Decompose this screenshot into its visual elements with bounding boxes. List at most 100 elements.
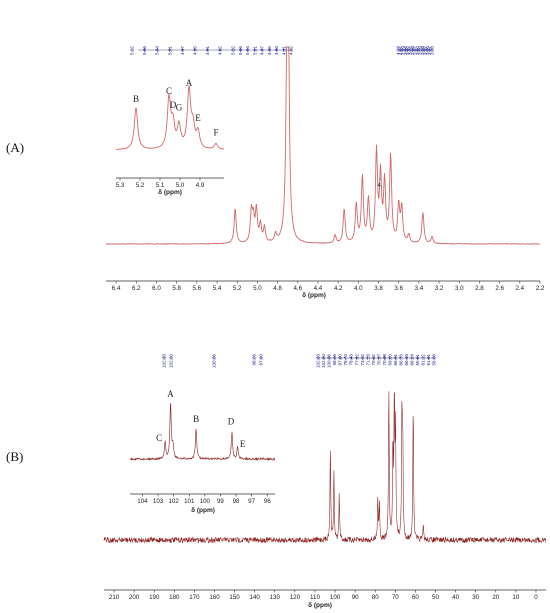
c13-peak-label: 66.43 xyxy=(404,354,409,366)
h1-tick-label: 3.4 xyxy=(415,285,424,292)
h1-peak-label: 4.01 xyxy=(398,46,403,55)
c13-inset-peak-letter: B xyxy=(193,414,199,424)
h1-inset-x-axis-label: δ (ppm) xyxy=(158,189,182,196)
c13-tick-label: 20 xyxy=(492,594,499,601)
h1-peak-label: 3.60 xyxy=(415,46,420,55)
h1-peak-label: 3.68 xyxy=(410,46,415,55)
c13-peak-label: 56.08 xyxy=(432,354,437,366)
c13-tick-label: 30 xyxy=(472,594,479,601)
h1-tick-label: 4.2 xyxy=(334,285,343,292)
h1-x-axis: 6.4 6.2 6.0 5.8 5.6 5.4 5.2 5.0 4.8 4.6 4.4 4.2 4.0 3… xyxy=(106,280,545,292)
h1-peak-label: 3.99 xyxy=(400,46,405,55)
c13-tick-label: 90 xyxy=(352,594,359,601)
h1-peak-label: 3.27 xyxy=(427,46,432,55)
c13-peak-label: 97.90 xyxy=(259,354,264,366)
h1-tick-label: 5.0 xyxy=(253,285,262,292)
h1-peak-label: 5.06 xyxy=(238,46,243,55)
c13-tick-label: 10 xyxy=(512,594,519,601)
h1-peak-label: 3.94 xyxy=(403,46,408,55)
h1-peak-label: 4.97 xyxy=(260,46,265,55)
h1-peak-label: 3.59 xyxy=(417,46,422,55)
c13-tick-label: 130 xyxy=(270,594,281,601)
h1-peak-label: 4.82 xyxy=(218,46,223,55)
h1-peak-label: 3.72 xyxy=(408,46,413,55)
h1-tick-label: 4.4 xyxy=(314,285,323,292)
h1-peak-label: 4.93 xyxy=(274,46,279,55)
h1-peak-label: 3.58 xyxy=(420,46,425,55)
h1-peak-label: 3.28 xyxy=(430,46,435,55)
h1-spectrum xyxy=(105,46,541,245)
h1-peak-labels: 5.22 5.06 5.04 5.01 4.97 4.95 4.91 4.82 5.22 5.06… xyxy=(130,46,435,55)
c13-tick-label: 210 xyxy=(109,594,120,601)
c13-tick-label: 70 xyxy=(392,594,399,601)
c13-inset-tick-label: 102 xyxy=(168,498,179,505)
c13-inset-spectrum: A B C D E xyxy=(129,389,276,462)
c13-peak-label: 102.33 xyxy=(316,354,321,368)
c13-tick-label: 60 xyxy=(412,594,419,601)
c13-peak-label: 61.01 xyxy=(426,354,431,366)
h1-inset-peak-letter: G xyxy=(176,102,183,112)
c13-inset-tick-label: 100 xyxy=(200,498,211,505)
h1-tick-label: 4.8 xyxy=(273,285,282,292)
c13-inset-peak-letter: D xyxy=(228,417,235,427)
h1-inset-peak-letter: E xyxy=(195,113,201,123)
c13-tick-label: 160 xyxy=(209,594,220,601)
h1-peak-label: 3.82 xyxy=(405,46,410,55)
c13-peak-label: 78.43 xyxy=(349,354,354,366)
c13-peak-label: 102.20 xyxy=(321,354,326,368)
h1-tick-label: 2.4 xyxy=(516,285,525,292)
c13-tick-label: 200 xyxy=(129,594,140,601)
h1-peak-label: 5.01 xyxy=(167,46,172,55)
h1-inset-peak-letter: D xyxy=(170,100,177,110)
c13-x-axis-label: δ (ppm) xyxy=(308,602,332,609)
h1-tick-label: 6.0 xyxy=(152,285,161,292)
h1-inset-tick-label: 4.9 xyxy=(196,182,205,189)
h1-inset-spectrum: A B CD G E F xyxy=(116,78,225,150)
c13-peak-labels: 102.33 102.20 100.56 98.26 97.90 102.33 102.20… xyxy=(162,354,437,369)
c13-inset-peak-letter: C xyxy=(156,433,162,443)
c13-spectrum-trace xyxy=(103,391,546,544)
h1-inset-x-axis: 5.3 5.2 5.1 5.0 4.9 4. xyxy=(116,177,383,189)
h1-peak-label: 4.97 xyxy=(180,46,185,55)
c13-x-axis: 210 200 190 180 170 160 150 140 130 120 110 100 90 80… xyxy=(104,589,546,601)
h1-tick-label: 5.4 xyxy=(213,285,222,292)
c13-peak-label: 65.61 xyxy=(415,354,420,366)
h1-tick-label: 3.0 xyxy=(455,285,464,292)
h1-tick-label: 6.2 xyxy=(132,285,141,292)
h1-tick-label: 2.2 xyxy=(536,285,545,292)
c13-inset-tick-label: 99 xyxy=(217,498,224,505)
c13-peak-label: 66.73 xyxy=(398,354,403,366)
h1-inset-peak-letter: B xyxy=(133,94,139,104)
c13-peak-label: 71.20 xyxy=(365,354,370,366)
h1-inset-peak-letter: A xyxy=(186,78,193,88)
c13-tick-label: 120 xyxy=(290,594,301,601)
panel-label-b: (B) xyxy=(6,449,23,464)
c13-peak-label: 66.24 xyxy=(410,354,415,366)
c13-inset-tick-label: 104 xyxy=(137,498,148,505)
c13-peak-label: 100.56 xyxy=(212,354,217,368)
c13-inset-tick-label: 97 xyxy=(248,498,255,505)
c13-spectrum xyxy=(103,391,546,544)
h1-inset-tick-label: 5.0 xyxy=(176,182,185,189)
c13-peak-label: 102.33 xyxy=(162,354,167,368)
h1-peak-label: 4.91 xyxy=(281,46,286,55)
c13-peak-label: 100.56 xyxy=(327,354,332,368)
c13-peak-label: 70.08 xyxy=(382,354,387,366)
c13-inset-tick-label: 101 xyxy=(184,498,195,505)
c13-tick-label: 50 xyxy=(432,594,439,601)
h1-peak-label: 5.22 xyxy=(231,46,236,55)
h1-peak-label: 4.95 xyxy=(192,46,197,55)
h1-inset-peak-letter: C xyxy=(166,86,172,96)
h1-peak-label: 4.95 xyxy=(267,46,272,55)
h1-peak-label: 4.91 xyxy=(205,46,210,55)
h1-spectrum-trace xyxy=(105,46,541,245)
c13-tick-label: 40 xyxy=(452,594,459,601)
c13-inset-x-axis-label: δ (ppm) xyxy=(191,507,215,514)
h1-peak-label: 5.01 xyxy=(252,46,257,55)
c13-peak-label: 98.26 xyxy=(252,354,257,366)
h1-tick-label: 4.0 xyxy=(354,285,363,292)
c13-tick-label: 100 xyxy=(330,594,341,601)
c13-tick-label: 0 xyxy=(534,594,538,601)
c13-tick-label: 140 xyxy=(250,594,261,601)
h1-peak-label: 5.04 xyxy=(155,46,160,55)
